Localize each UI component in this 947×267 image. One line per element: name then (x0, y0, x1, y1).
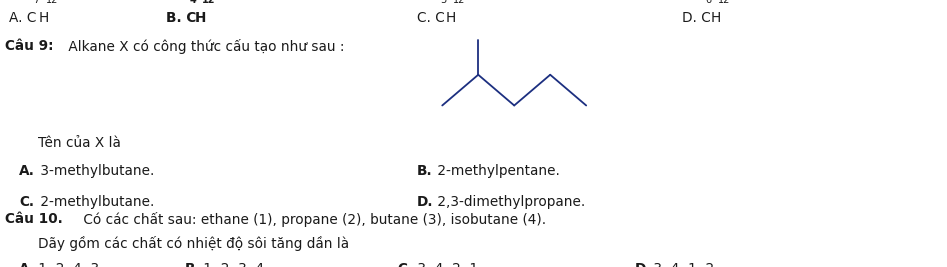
Text: 3, 4, 2, 1: 3, 4, 2, 1 (413, 262, 477, 267)
Text: C.: C. (398, 262, 413, 267)
Text: B.: B. (417, 164, 432, 178)
Text: A.: A. (19, 164, 35, 178)
Text: 2,3-dimethylpropane.: 2,3-dimethylpropane. (434, 195, 585, 209)
Text: 12: 12 (202, 0, 215, 5)
Text: D.: D. (417, 195, 433, 209)
Text: Câu 10.: Câu 10. (5, 212, 63, 226)
Text: 2-methylpentane.: 2-methylpentane. (434, 164, 561, 178)
Text: 1, 2, 3, 4: 1, 2, 3, 4 (200, 262, 264, 267)
Text: 4: 4 (189, 0, 196, 5)
Text: Có các chất sau: ethane (1), propane (2), butane (3), isobutane (4).: Có các chất sau: ethane (1), propane (2)… (79, 212, 545, 227)
Text: Tên của X là: Tên của X là (38, 136, 121, 150)
Text: 12: 12 (718, 0, 730, 5)
Text: Dãy gồm các chất có nhiệt độ sôi tăng dần là: Dãy gồm các chất có nhiệt độ sôi tăng dầ… (38, 236, 349, 251)
Text: H: H (711, 11, 722, 25)
Text: 3-methylbutane.: 3-methylbutane. (36, 164, 154, 178)
Text: A. C: A. C (9, 11, 37, 25)
Text: Câu 9:: Câu 9: (5, 39, 53, 53)
Text: 2-methylbutane.: 2-methylbutane. (36, 195, 154, 209)
Text: 1, 2, 4, 3: 1, 2, 4, 3 (34, 262, 98, 267)
Text: H: H (39, 11, 49, 25)
Text: Alkane X có công thức cấu tạo như sau :: Alkane X có công thức cấu tạo như sau : (64, 39, 345, 54)
Text: D.: D. (634, 262, 651, 267)
Text: D. C: D. C (682, 11, 710, 25)
Text: 12: 12 (45, 0, 58, 5)
Text: H: H (446, 11, 456, 25)
Text: 7: 7 (33, 0, 40, 5)
Text: B.: B. (185, 262, 200, 267)
Text: 3, 4, 1, 2: 3, 4, 1, 2 (650, 262, 714, 267)
Text: C.: C. (19, 195, 34, 209)
Text: A.: A. (19, 262, 35, 267)
Text: 6: 6 (706, 0, 712, 5)
Text: 5: 5 (440, 0, 447, 5)
Text: C. C: C. C (417, 11, 444, 25)
Text: H: H (195, 11, 206, 25)
Text: 12: 12 (453, 0, 465, 5)
Text: B. C: B. C (166, 11, 196, 25)
